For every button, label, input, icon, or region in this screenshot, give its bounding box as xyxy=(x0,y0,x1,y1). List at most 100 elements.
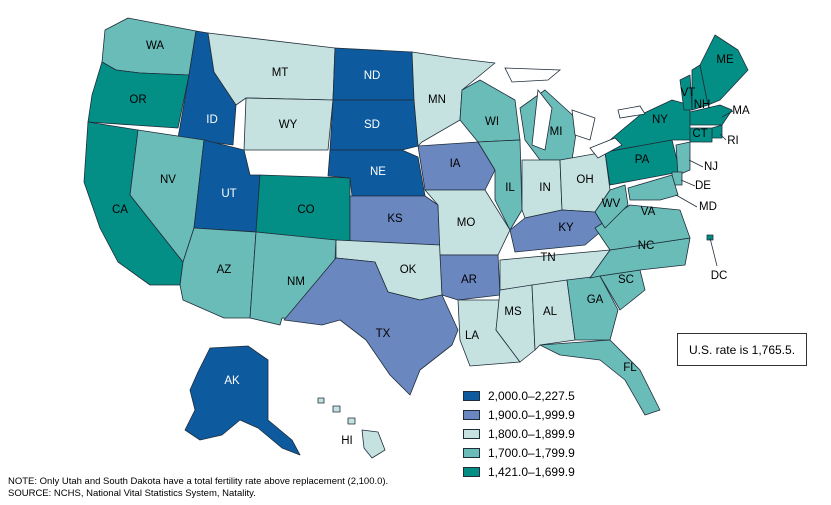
great-lake xyxy=(531,88,553,151)
state-label-ks: KS xyxy=(387,213,403,225)
state-label-ne: NE xyxy=(370,166,386,178)
state-label-la: LA xyxy=(465,330,479,342)
state-label-il: IL xyxy=(505,182,515,194)
state-ar xyxy=(439,254,501,301)
state-label-tx: TX xyxy=(376,328,391,340)
state-labels: WA OR CA ID NV MT WY UT AZ CO NM ND SD NE KS OK TX MN IA MO… xyxy=(112,40,750,447)
state-label-nm: NM xyxy=(287,276,305,288)
state-nj xyxy=(675,141,691,176)
state-label-mo: MO xyxy=(457,217,476,229)
leader-line-md xyxy=(675,194,698,208)
footnotes: NOTE: Only Utah and South Dakota have a … xyxy=(8,476,388,500)
legend-swatch xyxy=(463,410,480,420)
legend-item: 1,421.0–1,699.9 xyxy=(463,464,613,480)
state-wy xyxy=(243,97,334,151)
state-label-ga: GA xyxy=(587,294,604,306)
great-lake xyxy=(504,67,562,83)
state-sd xyxy=(329,99,419,151)
state-ma xyxy=(689,104,733,126)
state-ia xyxy=(417,141,496,191)
state-label-ia: IA xyxy=(450,158,461,170)
state-label-va: VA xyxy=(641,206,656,218)
state-label-nv: NV xyxy=(160,174,176,186)
state-label-nd: ND xyxy=(364,70,381,82)
state-label-ak: AK xyxy=(224,375,240,387)
state-label-oh: OH xyxy=(576,174,593,186)
state-ut xyxy=(193,139,261,233)
state-label-ct: CT xyxy=(692,128,707,140)
note-text: NOTE: Only Utah and South Dakota have a … xyxy=(8,476,389,487)
state-label-co: CO xyxy=(297,204,314,216)
source-text: SOURCE: NCHS, National Vital Statistics … xyxy=(8,488,256,499)
great-lake xyxy=(571,109,596,141)
legend-swatch xyxy=(463,448,480,458)
state-label-vt: VT xyxy=(681,87,696,99)
state-label-ri: RI xyxy=(727,135,739,147)
state-label-ok: OK xyxy=(400,264,417,276)
state-label-mi: MI xyxy=(550,126,563,138)
state-label-wv: WV xyxy=(602,198,621,210)
state-ms xyxy=(495,284,536,363)
state-label-ar: AR xyxy=(461,274,477,286)
great-lake xyxy=(589,137,623,159)
leader-line-dc xyxy=(709,237,718,267)
state-label-sd: SD xyxy=(364,119,380,131)
legend-item: 1,800.0–1,899.9 xyxy=(463,426,613,442)
state-label-fl: FL xyxy=(623,362,637,374)
leader-line-ri xyxy=(719,133,727,141)
state-wi xyxy=(459,79,521,143)
state-label-wa: WA xyxy=(146,40,164,52)
state-label-wy: WY xyxy=(279,119,298,131)
legend-label: 1,900.0–1,999.9 xyxy=(488,408,575,422)
state-label-me: ME xyxy=(716,54,734,66)
state-label-ky: KY xyxy=(558,222,574,234)
legend-item: 2,000.0–2,227.5 xyxy=(463,388,613,404)
state-label-or: OR xyxy=(129,94,146,106)
state-label-pa: PA xyxy=(635,154,650,166)
state-hi xyxy=(317,397,386,459)
state-label-nh: NH xyxy=(694,99,711,111)
state-label-ut: UT xyxy=(221,188,236,200)
legend-label: 2,000.0–2,227.5 xyxy=(488,389,575,403)
legend-label: 1,700.0–1,799.9 xyxy=(488,446,575,460)
state-label-sc: SC xyxy=(618,274,634,286)
state-label-dc: DC xyxy=(711,270,728,282)
leader-line-nj xyxy=(688,159,704,168)
state-label-nc: NC xyxy=(638,240,655,252)
state-label-ny: NY xyxy=(652,114,668,126)
legend: 2,000.0–2,227.5 1,900.0–1,999.9 1,800.0–… xyxy=(463,388,613,483)
state-label-al: AL xyxy=(543,306,558,318)
state-tx xyxy=(283,257,459,396)
state-label-id: ID xyxy=(206,114,218,126)
state-fl xyxy=(539,339,661,416)
state-or xyxy=(87,61,190,129)
legend-swatch xyxy=(463,467,480,477)
great-lake xyxy=(617,105,646,119)
state-dc xyxy=(706,234,714,241)
state-label-tn: TN xyxy=(540,252,555,264)
states-layer xyxy=(83,17,749,459)
legend-label: 1,800.0–1,899.9 xyxy=(488,427,575,441)
state-me xyxy=(699,34,749,106)
legend-swatch xyxy=(463,429,480,439)
legend-swatch xyxy=(463,391,480,401)
state-al xyxy=(531,279,576,351)
state-label-md: MD xyxy=(699,201,717,213)
state-ct xyxy=(689,127,713,143)
state-label-mn: MN xyxy=(428,94,446,106)
us-rate-box: U.S. rate is 1,765.5. xyxy=(677,333,807,366)
state-label-ma: MA xyxy=(732,105,750,117)
state-label-hi: HI xyxy=(341,435,353,447)
state-wv xyxy=(594,184,629,229)
state-label-mt: MT xyxy=(272,67,289,79)
state-label-nj: NJ xyxy=(704,161,718,173)
legend-item: 1,900.0–1,999.9 xyxy=(463,407,613,423)
leader-line-de xyxy=(680,179,696,187)
state-md xyxy=(627,174,679,201)
leader-line-ma xyxy=(721,110,734,118)
state-label-ms: MS xyxy=(504,306,522,318)
state-label-wi: WI xyxy=(485,116,499,128)
state-label-ca: CA xyxy=(112,204,128,216)
state-ri xyxy=(711,124,723,139)
legend-label: 1,421.0–1,699.9 xyxy=(488,465,575,479)
